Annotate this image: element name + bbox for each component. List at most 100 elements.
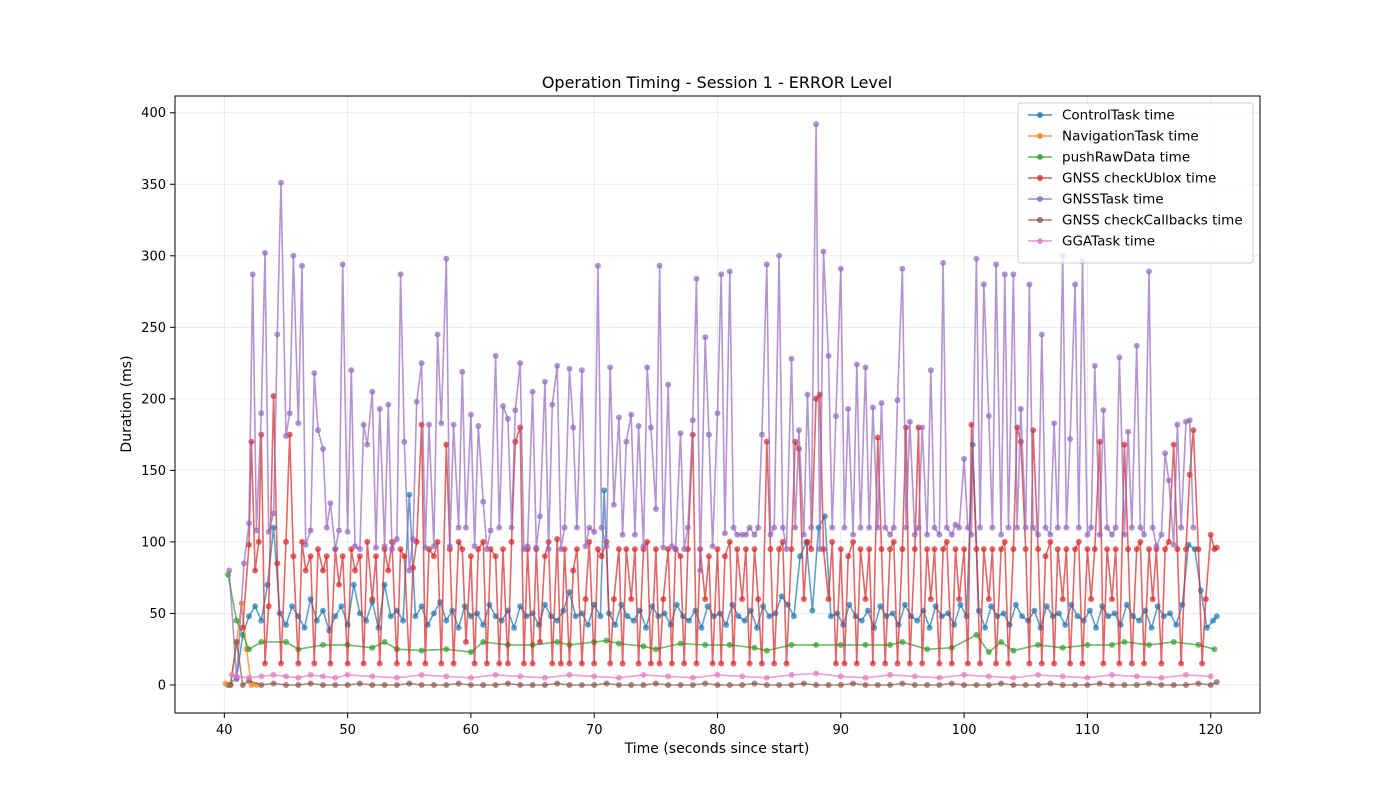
data-point	[1022, 682, 1029, 688]
data-point	[578, 660, 585, 667]
data-point	[705, 553, 712, 560]
data-point	[751, 644, 758, 651]
chart-title: Operation Timing - Session 1 - ERROR Lev…	[542, 73, 892, 92]
data-point	[961, 682, 968, 688]
data-point	[734, 546, 741, 553]
data-point	[758, 431, 765, 438]
data-point	[1104, 524, 1111, 531]
data-point	[841, 660, 848, 667]
data-point	[684, 524, 691, 531]
data-point	[498, 617, 505, 624]
data-point	[418, 671, 425, 678]
data-point	[776, 252, 783, 259]
series-4	[226, 121, 1197, 683]
data-point	[339, 553, 346, 560]
data-point	[598, 553, 605, 560]
legend-item: GNSS checkCallbacks time	[1028, 213, 1243, 229]
data-point	[455, 524, 462, 531]
data-point	[718, 660, 725, 667]
data-point	[1084, 641, 1091, 648]
data-point	[882, 524, 889, 531]
data-point	[763, 438, 770, 445]
data-point	[689, 674, 696, 681]
data-point	[763, 682, 770, 688]
data-point	[1141, 660, 1148, 667]
data-point	[601, 487, 608, 494]
data-point	[964, 524, 971, 531]
data-point	[594, 262, 601, 269]
data-point	[422, 660, 429, 667]
data-point	[1000, 610, 1007, 617]
legend-swatch-marker	[1037, 217, 1043, 223]
y-tick-label: 150	[141, 464, 166, 479]
data-point	[652, 546, 659, 553]
data-point	[389, 546, 395, 553]
data-point	[566, 660, 573, 667]
data-point	[1183, 671, 1189, 678]
data-point	[783, 660, 790, 667]
data-point	[742, 531, 749, 538]
data-point	[1170, 639, 1177, 645]
data-point	[455, 538, 462, 545]
data-point	[529, 660, 536, 667]
data-point	[226, 567, 233, 574]
data-point	[623, 438, 630, 445]
data-point	[594, 546, 601, 553]
data-point	[758, 660, 765, 667]
data-point	[313, 617, 320, 624]
data-point	[973, 546, 980, 553]
data-point	[956, 524, 963, 531]
data-point	[1047, 538, 1054, 545]
data-point	[369, 644, 376, 651]
data-point	[1128, 524, 1135, 531]
data-point	[566, 589, 573, 595]
data-point	[721, 530, 728, 537]
data-point	[813, 395, 820, 402]
data-point	[492, 352, 499, 359]
data-point	[265, 603, 272, 610]
data-point	[512, 438, 519, 445]
data-point	[1109, 596, 1115, 603]
data-point	[1072, 682, 1079, 688]
data-point	[1109, 671, 1115, 678]
y-axis-label: Duration (ms)	[119, 355, 135, 452]
data-point	[283, 538, 289, 545]
data-point	[1195, 680, 1202, 687]
data-point	[1125, 546, 1132, 553]
data-point	[1067, 660, 1074, 667]
data-point	[1047, 680, 1054, 687]
data-point	[924, 682, 931, 688]
x-tick-label: 40	[216, 723, 233, 738]
data-point	[890, 524, 897, 531]
data-point	[681, 660, 688, 667]
data-point	[850, 531, 857, 538]
data-point	[1121, 639, 1128, 645]
data-point	[320, 673, 326, 680]
data-point	[612, 621, 619, 628]
data-point	[1054, 524, 1061, 531]
data-point	[541, 674, 548, 681]
data-point	[628, 596, 635, 603]
data-point	[1137, 524, 1144, 531]
data-point	[438, 660, 445, 667]
data-point	[471, 543, 478, 550]
data-point	[850, 538, 857, 545]
data-point	[631, 531, 638, 538]
x-tick-label: 80	[709, 723, 726, 738]
data-point	[726, 538, 733, 545]
data-point	[1100, 660, 1107, 667]
data-point	[401, 438, 408, 445]
data-point	[915, 524, 922, 531]
data-point	[665, 673, 672, 680]
data-point	[246, 646, 252, 653]
data-point	[640, 543, 647, 550]
data-point	[635, 423, 642, 429]
data-point	[858, 617, 865, 624]
data-point	[1072, 546, 1079, 553]
data-point	[270, 680, 277, 687]
data-point	[790, 613, 797, 620]
legend-swatch-marker	[1037, 133, 1043, 139]
data-point	[607, 364, 614, 371]
data-point	[443, 673, 450, 680]
data-point	[1112, 524, 1119, 531]
